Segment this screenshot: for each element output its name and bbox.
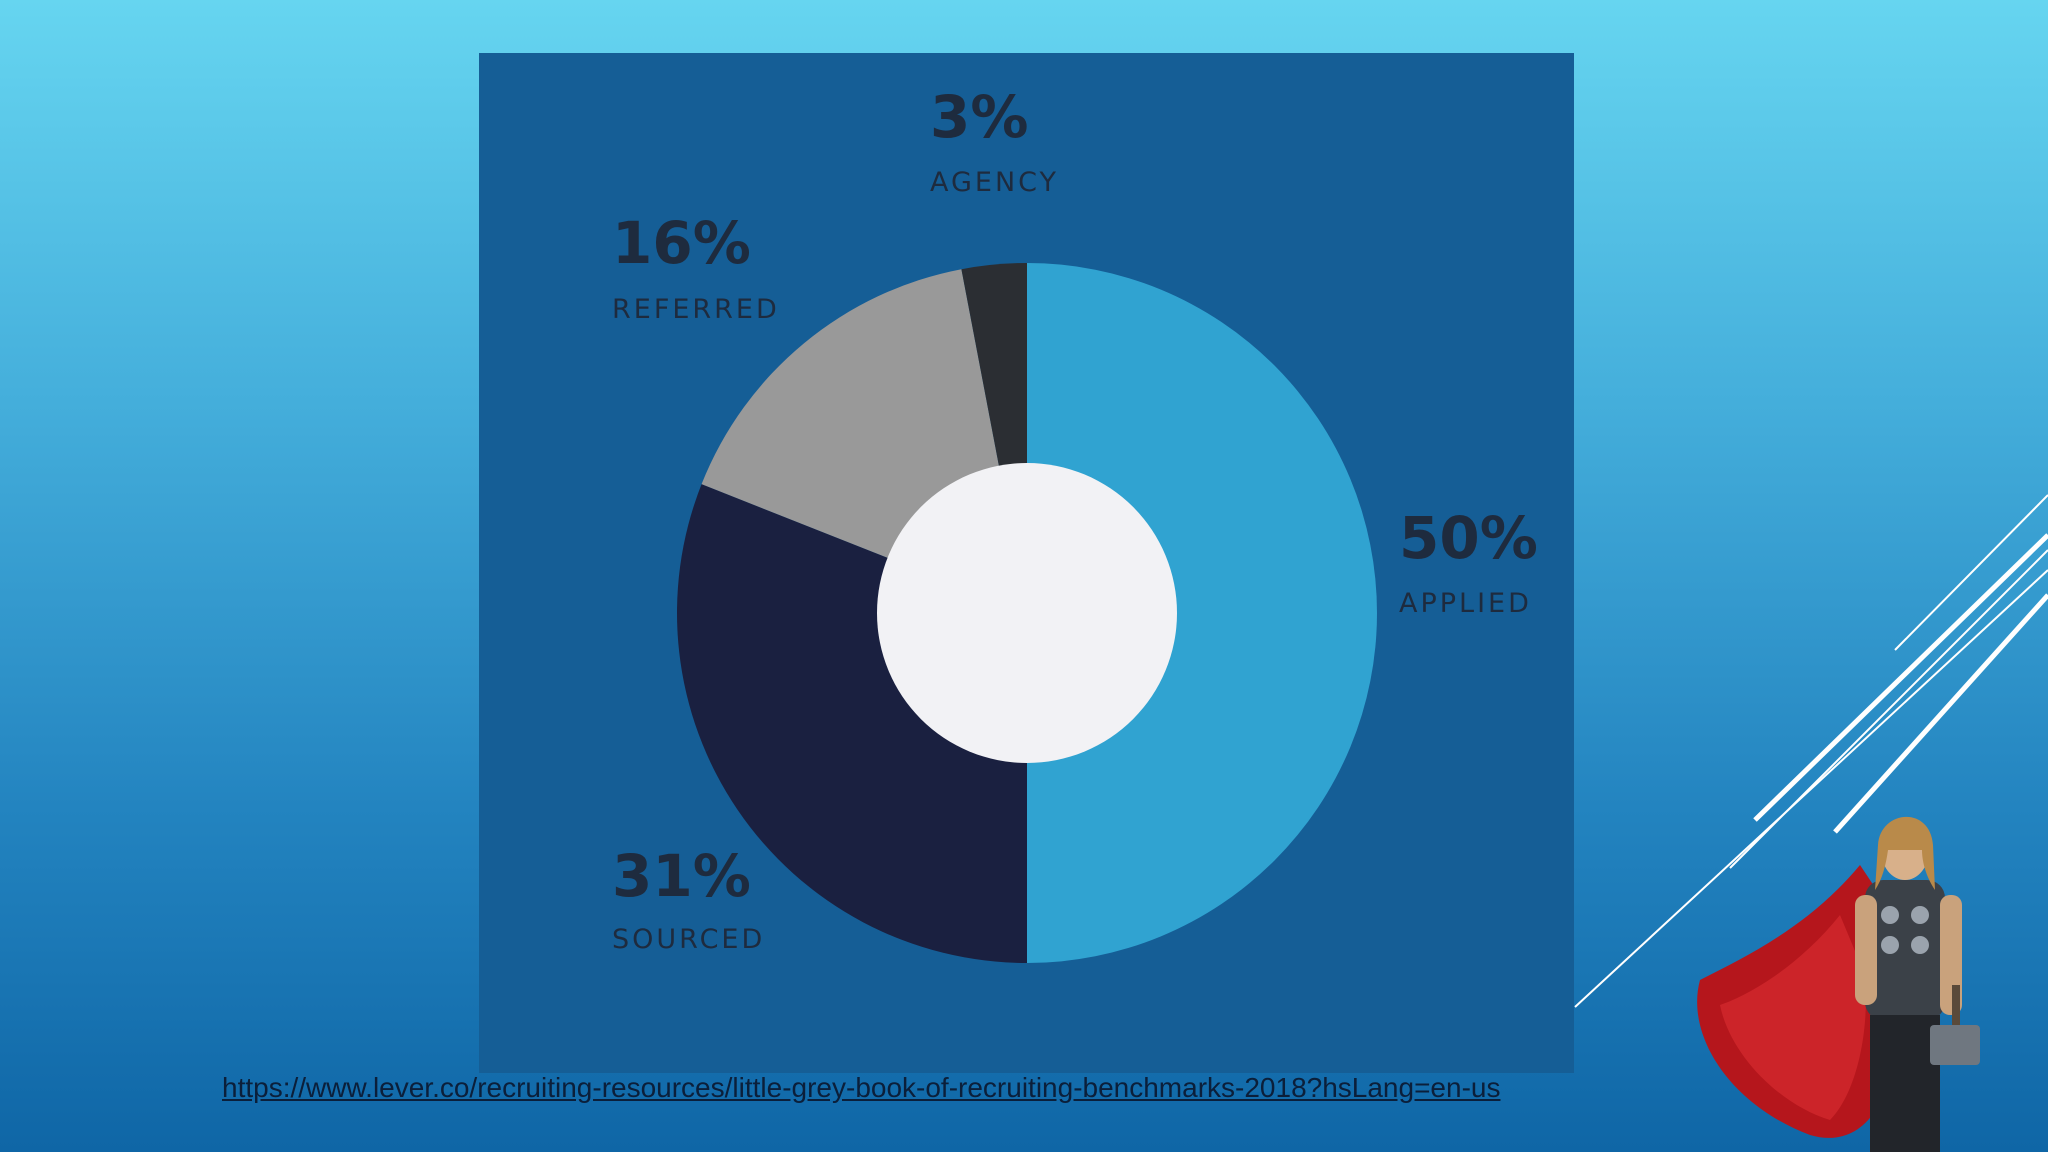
hero-armor-disc (1911, 936, 1929, 954)
hero-legs (1870, 1015, 1940, 1152)
donut-chart: 3% AGENCY 16% REFERRED 50% APPLIED 31% S… (612, 83, 1538, 963)
donut-chart-panel: 3% AGENCY 16% REFERRED 50% APPLIED 31% S… (479, 53, 1574, 1073)
agency-category-label: AGENCY (930, 167, 1059, 198)
sourced-category-label: SOURCED (612, 924, 765, 955)
agency-percent-label: 3% (930, 83, 1028, 151)
source-link[interactable]: https://www.lever.co/recruiting-resource… (222, 1072, 1501, 1103)
decorative-lines (1574, 494, 2048, 1008)
caped-hero-illustration (1697, 816, 1980, 1152)
slice-applied (1027, 263, 1377, 963)
hero-armor-disc (1881, 906, 1899, 924)
applied-category-label: APPLIED (1399, 588, 1532, 619)
hero-armor-disc (1911, 906, 1929, 924)
hero-left-arm (1855, 895, 1877, 1005)
cape-highlight (1720, 915, 1866, 1120)
sourced-percent-label: 31% (612, 842, 751, 910)
donut-hole (877, 463, 1177, 763)
applied-percent-label: 50% (1399, 504, 1538, 572)
referred-category-label: REFERRED (612, 294, 780, 325)
hero-hair (1875, 816, 1935, 890)
referred-percent-label: 16% (612, 209, 751, 277)
hero-armor-disc (1881, 936, 1899, 954)
hammer-head (1930, 1025, 1980, 1065)
hammer-handle (1952, 985, 1960, 1030)
